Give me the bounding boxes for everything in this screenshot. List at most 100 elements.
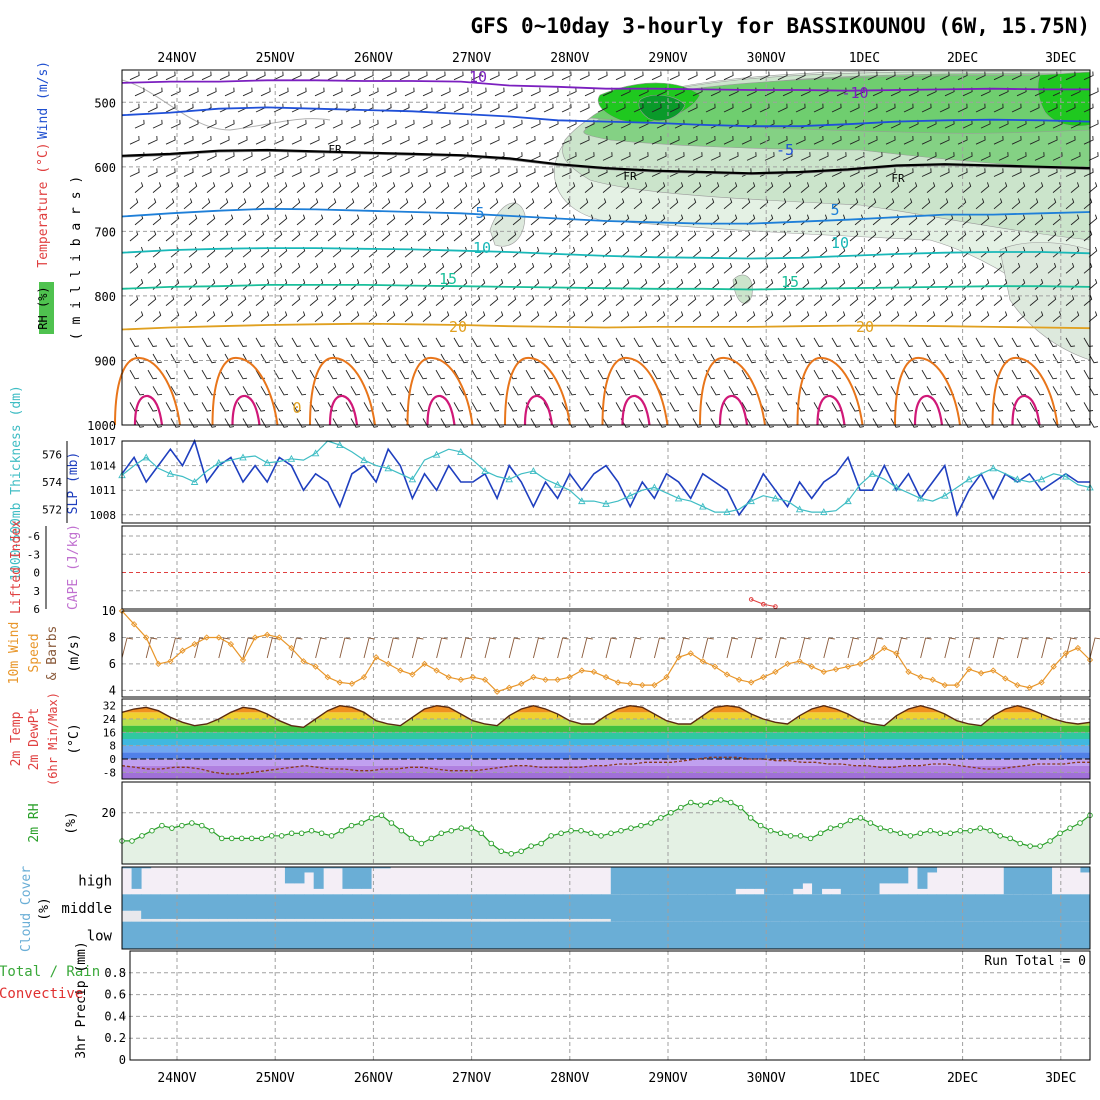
wind-barb [818, 182, 828, 193]
pressure-tick-label: 600 [94, 161, 116, 175]
cloud-bar [534, 894, 545, 919]
wind-barb [710, 353, 721, 364]
wind-barb [1029, 295, 1039, 306]
cloud-bar [495, 894, 506, 919]
wind-barb [656, 182, 666, 193]
cloud-bar [562, 894, 573, 919]
wind-barb [363, 369, 374, 380]
wind-barb [728, 182, 738, 193]
rh2m-marker [179, 822, 185, 829]
rh2m-marker [408, 835, 415, 842]
wind-barb [620, 119, 631, 129]
wind-barb [926, 152, 937, 161]
rh2m-marker [967, 827, 973, 834]
cloud-bar [792, 894, 803, 922]
wind-barb [597, 230, 607, 242]
wind-barb [134, 386, 145, 396]
wind10-axis-label-4: (m/s) [67, 633, 82, 672]
wind-barb [260, 119, 271, 129]
wind-barb [386, 279, 396, 290]
cloud-bar [683, 921, 694, 949]
contour-label: FR [623, 170, 637, 183]
wind-barb [759, 135, 770, 145]
wind-barb [345, 168, 356, 177]
wind-barb [975, 135, 986, 145]
wind-barb [1016, 279, 1026, 290]
wind-barb [206, 152, 217, 161]
wind10-marker [832, 666, 840, 673]
wind-barb [1016, 386, 1027, 396]
cloud-bar [228, 921, 239, 949]
cloud-bar [447, 894, 458, 919]
wind-barb [759, 262, 769, 274]
wind10-marker [760, 674, 767, 681]
wind-barb [129, 103, 140, 113]
wind-barb [692, 353, 703, 364]
wind-barb [1047, 103, 1058, 113]
rh2m-marker [977, 825, 983, 831]
isotherm-line [121, 148, 1091, 175]
wind-barb [638, 386, 649, 396]
wind-barb [903, 168, 914, 177]
wind-barb [764, 182, 774, 193]
wind-barb [206, 214, 216, 226]
wind-barb [165, 369, 176, 380]
wind-barb [836, 87, 847, 97]
wind-barb [224, 87, 235, 97]
wind-barb [867, 135, 878, 145]
wind-barb [1029, 71, 1040, 81]
cloud-bar [1013, 894, 1024, 922]
wind10-marker [433, 667, 440, 674]
wind10-marker [651, 681, 658, 689]
wind-barb [399, 230, 409, 242]
wind-barb [507, 230, 517, 242]
wind-barb [237, 262, 247, 274]
wind-barb [404, 246, 414, 258]
bottom-date-label: 25NOV [256, 1071, 295, 1086]
wind10-marker [1074, 644, 1082, 652]
slp-tick-label: 1011 [90, 484, 117, 497]
cloud-bar [352, 867, 363, 889]
wind-barb [723, 337, 734, 347]
rh2m-marker [518, 848, 524, 854]
rh2m-marker [338, 827, 345, 834]
wind-barb [183, 71, 194, 81]
contour-label: 5 [830, 201, 839, 219]
cloud-bar [869, 867, 880, 895]
wind-barb [705, 262, 715, 274]
wind-barb [201, 71, 212, 81]
wind-barb [170, 87, 181, 97]
wind-barb [993, 135, 1004, 145]
wind-barb [885, 135, 896, 145]
wind-barb [849, 337, 860, 347]
cloud-bar [1032, 894, 1043, 922]
cloud-bar [964, 921, 975, 949]
wind10-barb [411, 637, 424, 659]
rh2m-marker [708, 799, 714, 806]
rh2m-marker [498, 848, 504, 854]
wind-barb [1083, 198, 1093, 210]
wind-barb [278, 87, 289, 97]
cloud-bar [342, 894, 353, 919]
cloud-bar [677, 867, 688, 895]
wind-barb [939, 198, 949, 210]
wind-barb [993, 337, 1004, 347]
cloud-bar [332, 867, 343, 869]
wind-barb [638, 246, 648, 258]
wind-barb [633, 295, 643, 306]
rh2m-marker [598, 833, 604, 839]
pressure-tick-label: 1000 [87, 419, 116, 433]
cloud-bar [725, 894, 736, 922]
wind-barb [363, 71, 374, 81]
wind10-marker [457, 676, 464, 683]
wind10-marker [348, 680, 356, 687]
cloud-bar [582, 894, 593, 919]
wind-barb [494, 87, 505, 97]
wind-barb [921, 295, 931, 306]
cloud-bar [917, 867, 928, 889]
wind-barb [201, 295, 211, 306]
wind-barb [957, 198, 967, 210]
wind10-marker [397, 667, 404, 674]
wind-barb [998, 418, 1009, 428]
wind-barb [458, 119, 469, 129]
